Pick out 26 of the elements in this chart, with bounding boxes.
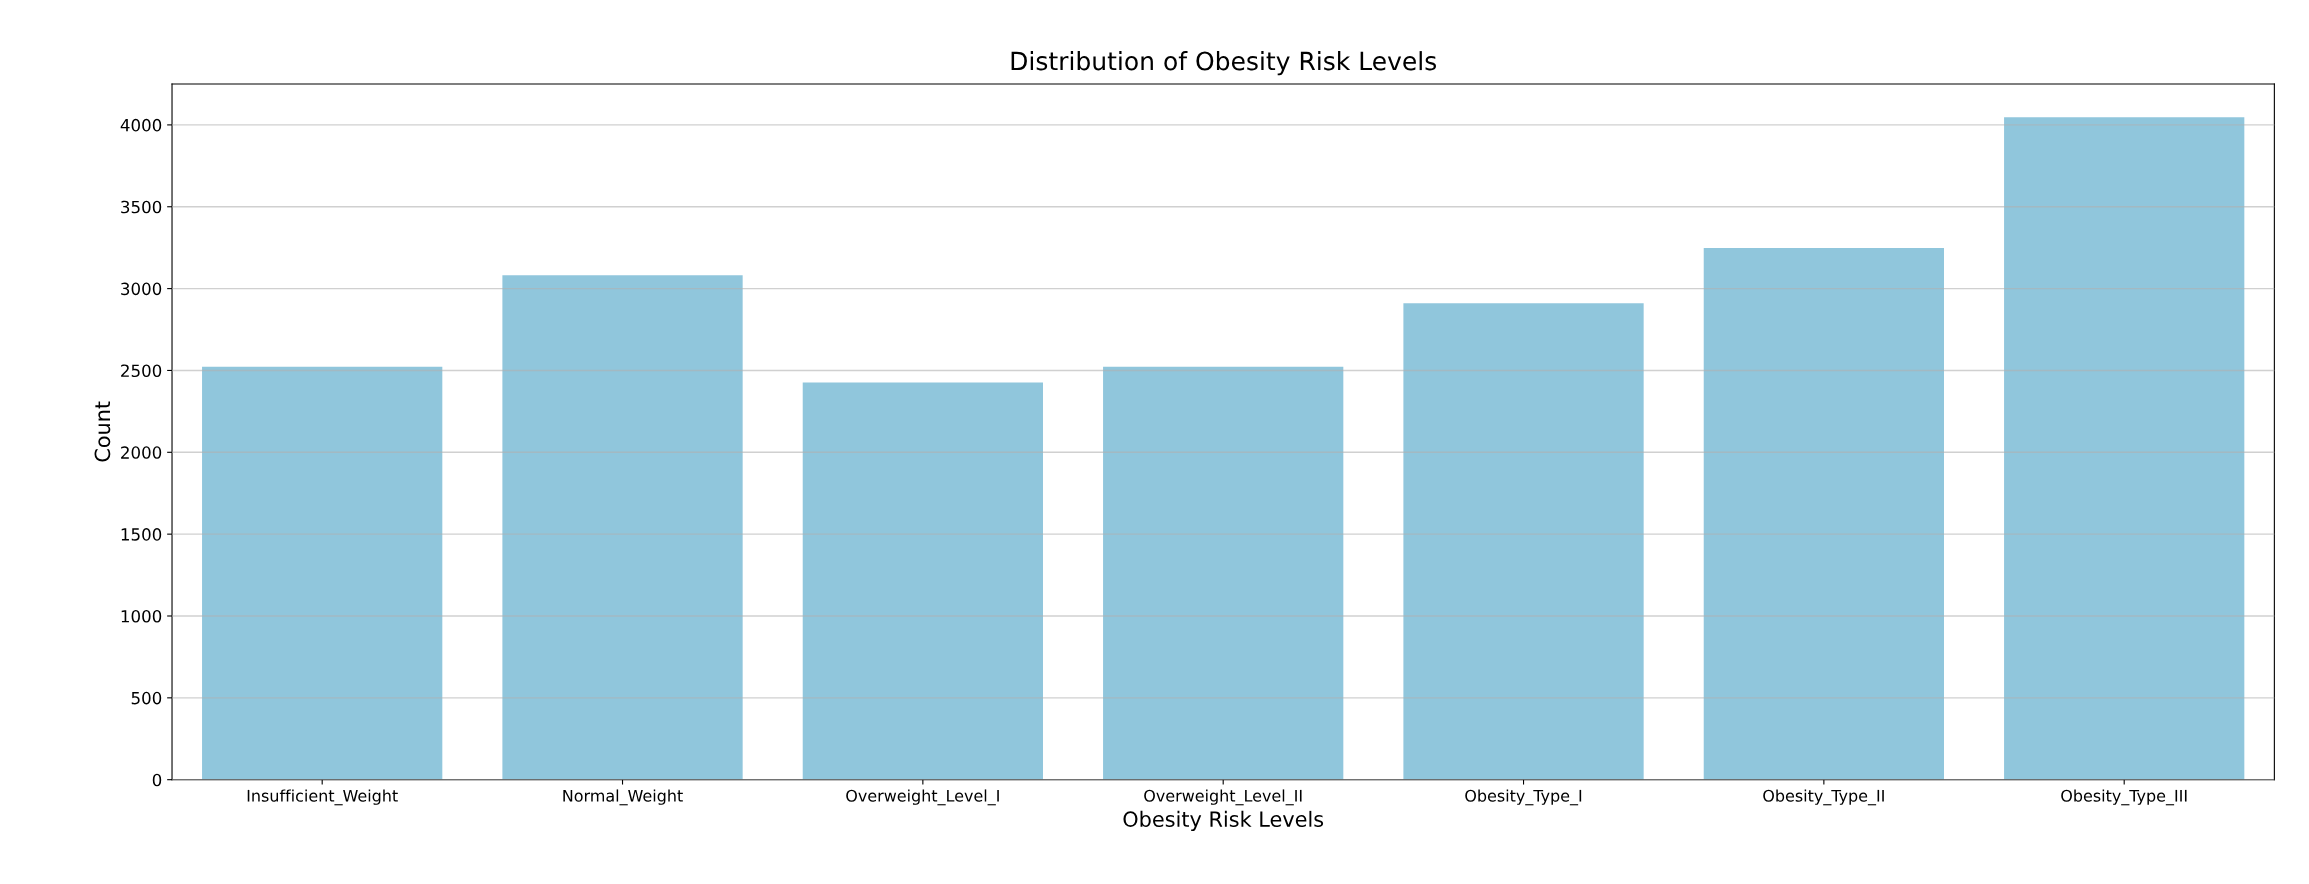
chart-title: Distribution of Obesity Risk Levels [1011, 51, 1437, 76]
y-tick-label: 4000 [120, 118, 162, 132]
bar [1403, 303, 1644, 780]
y-tick-label: 1500 [121, 528, 162, 541]
x-tick-label: Overweight_Level_I [846, 789, 999, 806]
bar [202, 366, 443, 780]
x-tick-label: Obesity_Type_I [1465, 789, 1582, 806]
x-tick-label: Normal_Weight [563, 789, 683, 806]
y-axis-title: Count [94, 401, 111, 462]
y-tick-label: 3500 [121, 200, 162, 214]
y-tick-label: 2500 [121, 364, 162, 378]
x-axis-title: Obesity Risk Levels [1123, 810, 1324, 832]
bar [1103, 366, 1344, 780]
x-tick-label: Overweight_Level_II [1144, 789, 1302, 806]
x-tick-label: Obesity_Type_III [2061, 789, 2187, 806]
y-tick-label: 3000 [121, 282, 162, 296]
bar [802, 382, 1043, 780]
y-tick-label: 2000 [121, 446, 162, 459]
x-tick-label: Insufficient_Weight [247, 789, 398, 806]
y-tick-label: 500 [131, 691, 162, 705]
bar [1703, 248, 1944, 780]
x-tick-label: Obesity_Type_II [1763, 789, 1884, 806]
bar [2004, 117, 2245, 780]
y-tick-label: 0 [152, 773, 162, 787]
bar [502, 275, 743, 780]
y-tick-label: 1000 [121, 609, 162, 623]
